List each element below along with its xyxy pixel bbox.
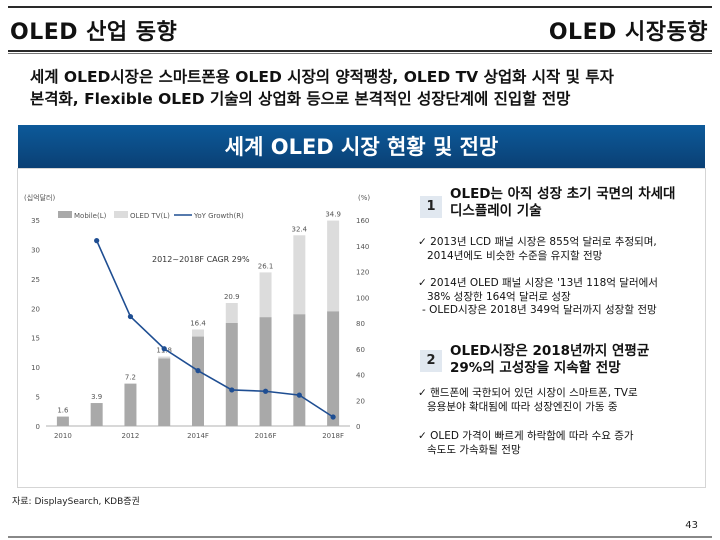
note-2-title-line-1: OLED시장은 2018년까지 연평균 [450,343,650,359]
left-tick-label: 0 [36,423,40,431]
bar-mobile-2012 [124,383,137,426]
legend-swatch-tv [114,211,128,218]
note-2-bullet-2: ✓ OLED 가격이 빠르게 하락함에 따라 수요 증가 속도도 가속화될 전망 [418,430,634,457]
header-top-rule [8,6,712,8]
left-tick-label: 25 [31,276,40,284]
summary-line-1: 세계 OLED시장은 스마트폰용 OLED 시장의 양적팽창, OLED TV … [30,68,614,86]
total-label-2017F: 32.4 [292,225,308,233]
right-axis-label: (%) [358,194,370,202]
right-tick-label: 40 [356,372,365,380]
note-1-bullet-1-line-2: 2014년에도 비슷한 수준을 유지할 전망 [427,249,603,262]
legend-label-growth: YoY Growth(R) [193,212,244,220]
growth-point-2018F [330,414,336,420]
total-label-2011: 3.9 [91,393,102,401]
left-tick-label: 30 [31,246,40,254]
note-1-bullet-2-line-2: 38% 성장한 164억 달러로 성장 [427,290,571,303]
note-2-title-line-2: 29%의 고성장을 지속할 전망 [450,360,621,376]
bar-mobile-2010 [56,416,69,426]
growth-point-2014F [195,368,201,374]
header-bottom-rule [8,50,712,52]
bar-tv-2017F [293,235,306,315]
note-1-title-line-2: 디스플레이 기술 [450,203,542,219]
note-1-bullet-2-line-3: - OLED시장은 2018년 349억 달러까지 성장할 전망 [422,304,657,316]
bar-mobile-2014F [192,336,204,426]
left-axis-label: (십억달러) [24,193,55,202]
note-1-bullet-1-line-1: ✓ 2013년 LCD 패널 시장은 855억 달러로 추정되며, [418,236,657,248]
note-2-number: 2 [420,350,442,372]
right-tick-label: 160 [356,217,369,225]
bar-tv-2013 [158,356,171,359]
legend-label-mobile: Mobile(L) [74,212,107,220]
growth-point-2015F [229,387,235,393]
right-tick-label: 60 [356,346,365,354]
growth-point-2016F [262,388,269,394]
right-tick-label: 20 [356,397,365,405]
note-2-title: OLED시장은 2018년까지 연평균 29%의 고성장을 지속할 전망 [450,343,649,377]
bar-mobile-2016F [259,317,272,426]
right-tick-label: 0 [356,423,360,431]
summary-text: 세계 OLED시장은 스마트폰용 OLED 시장의 양적팽창, OLED TV … [30,66,710,110]
note-2-bullet-2-line-2: 속도도 가속화될 전망 [427,443,521,456]
note-2-bullet-2-line-1: ✓ OLED 가격이 빠르게 하락함에 따라 수요 증가 [418,430,634,442]
total-label-2012: 7.2 [125,374,136,382]
total-label-2016F: 26.1 [258,262,274,270]
bar-mobile-2017F [293,314,306,426]
note-1-title: OLED는 아직 성장 초기 국면의 차세대 디스플레이 기술 [450,186,675,220]
total-label-2014F: 16.4 [190,319,206,327]
panel-title: 세계 OLED 시장 현황 및 전망 [18,125,705,169]
bar-mobile-2015F [225,323,238,426]
cagr-label: 2012~2018F CAGR 29% [152,255,250,264]
total-label-2018F: 34.9 [325,211,341,219]
oled-market-chart: (십억달러) (%) Mobile(L) OLED TV(L) YoY Grow… [24,193,370,440]
cagr-label-box [148,252,268,264]
note-2-bullet-1: ✓ 핸드폰에 국한되어 있던 시장이 스마트폰, TV로 응용분야 확대됨에 따… [418,387,638,414]
left-tick-label: 35 [31,217,40,225]
total-label-2010: 1.6 [57,407,69,415]
left-tick-label: 20 [31,305,40,313]
left-tick-label: 10 [31,364,40,372]
footer-rule [8,536,712,538]
note-2-bullet-1-line-1: ✓ 핸드폰에 국한되어 있던 시장이 스마트폰, TV로 [418,387,638,399]
legend-swatch-mobile [58,211,72,218]
chart-legend: Mobile(L) OLED TV(L) YoY Growth(R) [58,211,244,220]
right-tick-label: 80 [356,320,365,328]
header-thin-rule [8,53,712,54]
total-label-2015F: 20.9 [224,293,240,301]
x-tick-label-2018F: 2018F [322,432,344,440]
page-number: 43 [685,520,698,531]
bar-tv-2016F [259,272,272,318]
bar-tv-2015F [225,302,238,323]
bar-mobile-2013 [158,358,171,426]
right-tick-label: 100 [356,294,369,302]
growth-point-2013 [161,346,167,352]
x-tick-label-2014F: 2014F [187,432,209,440]
left-tick-label: 5 [36,394,40,402]
bar-mobile-2011 [90,403,103,426]
growth-point-2012 [127,313,134,320]
note-1-bullet-2-line-1: ✓ 2014년 OLED 패널 시장은 '13년 118억 달러에서 [418,277,658,289]
bar-tv-2018F [327,220,340,312]
growth-point-2017F [296,392,302,398]
x-tick-label-2010: 2010 [54,432,72,440]
note-2-bullet-1-line-2: 응용분야 확대됨에 따라 성장엔진이 가동 중 [427,400,618,413]
panel-body [18,169,705,487]
left-tick-label: 15 [31,335,40,343]
right-tick-label: 140 [356,243,369,251]
note-1-number: 1 [420,196,442,218]
x-tick-label-2012: 2012 [122,432,140,440]
x-tick-label-2016F: 2016F [255,432,277,440]
header-right-title: OLED 시장동향 [548,20,708,45]
right-tick-label: 120 [356,269,369,277]
growth-point-2011 [94,238,100,244]
summary-line-2: 본격화, Flexible OLED 기술의 상업화 등으로 본격적인 성장단계… [30,90,571,108]
note-1-title-line-1: OLED는 아직 성장 초기 국면의 차세대 [450,186,676,202]
source-note: 자료: DisplaySearch, KDB증권 [12,497,140,507]
growth-line [95,240,334,418]
bar-tv-2014F [192,329,204,337]
header-left-title: OLED 산업 동향 [10,20,178,45]
bar-mobile-2018F [327,311,340,426]
legend-label-tv: OLED TV(L) [130,212,170,220]
note-1-bullet-2: ✓ 2014년 OLED 패널 시장은 '13년 118억 달러에서 38% 성… [418,277,658,318]
note-1-bullet-1: ✓ 2013년 LCD 패널 시장은 855억 달러로 추정되며, 2014년에… [418,236,657,263]
